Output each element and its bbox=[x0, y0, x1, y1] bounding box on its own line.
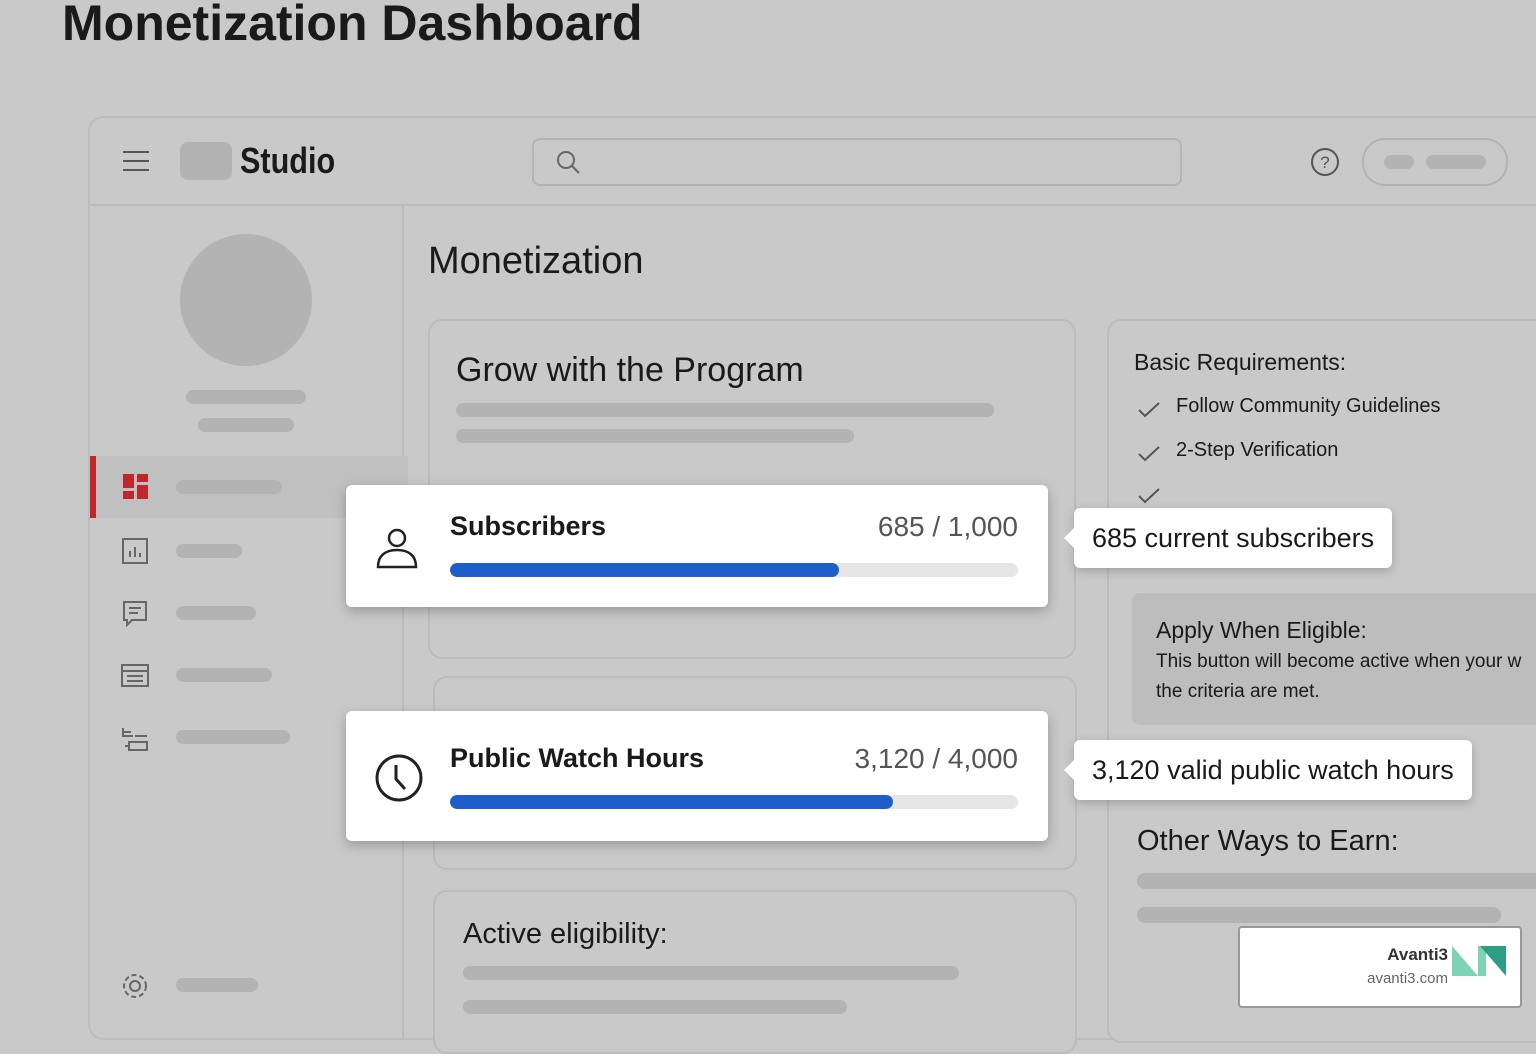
callout: 3,120 valid public watch hours bbox=[1064, 740, 1472, 800]
nav-icon[interactable] bbox=[122, 600, 148, 628]
logo[interactable] bbox=[180, 142, 232, 180]
apply-text: This button will become active when your… bbox=[1156, 651, 1522, 672]
progress-track bbox=[450, 795, 1018, 809]
watermark-brand: Avanti3 bbox=[1387, 945, 1448, 964]
app-name: Studio bbox=[240, 140, 336, 181]
requirements-panel: Basic Requirements: Follow Community Gui… bbox=[1107, 319, 1536, 1043]
apply-text: the criteria are met. bbox=[1156, 681, 1320, 702]
metric-icon bbox=[374, 753, 424, 808]
check-icon bbox=[1138, 488, 1160, 504]
metric-card: Subscribers 685 / 1,000 bbox=[346, 485, 1048, 607]
nav-icon[interactable] bbox=[121, 726, 151, 752]
eligibility-card: Active eligibility: bbox=[433, 890, 1077, 1054]
help-icon[interactable]: ? bbox=[1310, 147, 1340, 177]
requirement-item: 2-Step Verification bbox=[1176, 439, 1339, 461]
apply-title: Apply When Eligible: bbox=[1156, 617, 1367, 643]
page-title: Monetization Dashboard bbox=[62, 0, 643, 51]
check-icon bbox=[1137, 401, 1161, 424]
section-title: Monetization bbox=[428, 240, 644, 282]
nav-icon[interactable] bbox=[121, 664, 149, 688]
svg-text:?: ? bbox=[1320, 153, 1329, 172]
search-box[interactable] bbox=[532, 138, 1182, 186]
metric-name: Public Watch Hours bbox=[450, 743, 705, 773]
watermark-logo bbox=[1452, 946, 1506, 976]
card-title: Active eligibility: bbox=[463, 918, 668, 950]
metric-value: 685 / 1,000 bbox=[877, 511, 1018, 542]
page: Monetization Dashboard Studio ? Monetiza… bbox=[62, 0, 1536, 1054]
metric-name: Subscribers bbox=[450, 511, 607, 541]
progress-fill bbox=[450, 563, 840, 577]
avatar bbox=[180, 234, 312, 366]
nav-icon[interactable] bbox=[122, 538, 148, 564]
card-title: Grow with the Program bbox=[456, 351, 804, 389]
account-button[interactable] bbox=[1362, 138, 1508, 186]
menu-icon[interactable] bbox=[122, 150, 150, 172]
apply-box: Apply When Eligible: This button will be… bbox=[1132, 593, 1536, 725]
other-title: Other Ways to Earn: bbox=[1137, 825, 1399, 857]
metric-card: Public Watch Hours 3,120 / 4,000 bbox=[346, 711, 1048, 841]
settings-icon[interactable] bbox=[121, 972, 149, 1000]
requirement-item: Follow Community Guidelines bbox=[1176, 395, 1441, 417]
progress-fill bbox=[450, 795, 894, 809]
progress-track bbox=[450, 563, 1018, 577]
top-bar: Studio ? bbox=[90, 118, 1536, 206]
sidebar bbox=[90, 206, 408, 1038]
requirements-title: Basic Requirements: bbox=[1134, 349, 1347, 375]
check-icon bbox=[1137, 445, 1161, 468]
metric-value: 3,120 / 4,000 bbox=[854, 743, 1018, 774]
metric-icon bbox=[374, 525, 420, 576]
watermark: Avanti3 avanti3.com bbox=[1238, 926, 1522, 1008]
callout: 685 current subscribers bbox=[1063, 508, 1393, 568]
watermark-url: avanti3.com bbox=[1367, 970, 1448, 987]
